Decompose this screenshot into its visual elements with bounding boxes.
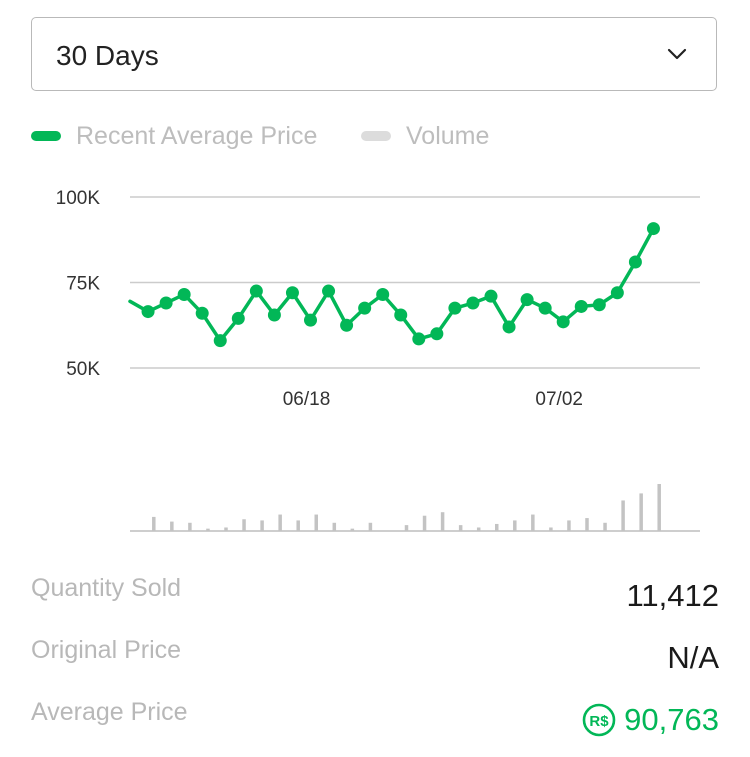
price-point — [177, 287, 191, 301]
volume-bar — [368, 522, 373, 531]
volume-bar — [296, 520, 300, 531]
price-point — [610, 286, 624, 300]
price-point — [231, 311, 245, 325]
quantity-sold-value: 11,412 — [626, 578, 719, 613]
time-range-dropdown[interactable]: 30 Days — [31, 17, 717, 91]
price-point — [448, 301, 462, 315]
x-tick-label: 06/18 — [283, 389, 331, 410]
price-point — [502, 320, 516, 334]
price-point — [646, 222, 660, 236]
legend-label-volume: Volume — [406, 122, 490, 150]
legend-item-volume[interactable]: Volume — [361, 120, 561, 152]
item-stats: Quantity Sold 11,412 Original Price N/A … — [31, 570, 719, 756]
volume-bar — [603, 522, 607, 531]
price-point — [195, 306, 209, 320]
quantity-sold-label: Quantity Sold — [31, 574, 182, 602]
y-tick-label: 75K — [66, 274, 100, 295]
average-price-value: 90,763 — [624, 702, 719, 737]
original-price-label: Original Price — [31, 636, 182, 664]
price-point — [358, 301, 372, 315]
volume-bar — [404, 525, 409, 531]
volume-bar — [476, 527, 481, 531]
price-point — [412, 332, 426, 346]
volume-bar — [621, 500, 625, 531]
price-point — [304, 313, 317, 327]
price-point — [628, 255, 642, 269]
y-tick-label: 100K — [56, 188, 101, 209]
price-volume-chart: 50K 75K 100K 06/18 07/02 — [56, 188, 700, 532]
volume-bar — [657, 484, 661, 531]
legend-item-price[interactable]: Recent Average Price — [31, 120, 331, 152]
legend-swatch-volume — [361, 131, 391, 141]
price-point — [340, 318, 354, 332]
volume-bar — [170, 521, 174, 531]
stat-quantity-sold: Quantity Sold 11,412 — [31, 570, 719, 632]
price-point — [592, 298, 606, 312]
price-point — [574, 299, 588, 313]
price-point — [141, 305, 155, 319]
original-price-value: N/A — [667, 640, 719, 675]
price-point — [394, 308, 408, 322]
volume-bar — [639, 493, 643, 531]
price-point — [213, 334, 227, 348]
price-line — [128, 226, 656, 343]
price-point — [520, 293, 534, 307]
stat-original-price: Original Price N/A — [31, 632, 719, 694]
volume-bar — [242, 519, 246, 531]
price-point — [322, 284, 336, 298]
price-point — [159, 296, 173, 310]
price-point — [376, 287, 390, 301]
robux-icon: R$ — [582, 703, 616, 737]
x-tick-label: 07/02 — [535, 389, 583, 410]
volume-bar — [332, 522, 337, 531]
volume-bar — [422, 515, 427, 531]
volume-bar — [314, 514, 318, 531]
price-point — [249, 284, 263, 298]
volume-bar — [260, 520, 264, 531]
chevron-down-icon — [667, 48, 687, 60]
volume-bar — [567, 520, 571, 531]
price-point — [466, 296, 480, 310]
volume-bar — [513, 520, 517, 531]
volume-bar — [350, 528, 355, 531]
legend-label-price: Recent Average Price — [76, 122, 318, 150]
volume-bar — [206, 528, 210, 531]
average-price-container: R$ 90,763 — [582, 702, 719, 738]
volume-bar — [531, 514, 535, 531]
volume-bar — [458, 525, 463, 531]
volume-bar — [440, 512, 445, 531]
y-tick-label: 50K — [66, 359, 100, 380]
price-point — [267, 308, 281, 322]
time-range-selected: 30 Days — [56, 40, 159, 71]
average-price-label: Average Price — [31, 698, 188, 726]
chart-legend: Recent Average Price Volume — [31, 120, 631, 152]
price-point — [430, 327, 444, 341]
legend-swatch-price — [31, 131, 61, 141]
price-point — [538, 301, 552, 315]
volume-bar — [549, 527, 553, 531]
svg-text:R$: R$ — [590, 713, 610, 730]
price-point — [285, 286, 299, 300]
price-point — [556, 315, 570, 329]
price-point — [484, 289, 498, 303]
volume-bar — [495, 523, 499, 531]
volume-bar — [152, 516, 156, 531]
volume-bar — [585, 518, 589, 531]
volume-bar — [278, 514, 282, 531]
volume-bar — [224, 527, 228, 531]
volume-bar — [188, 522, 192, 531]
stat-average-price: Average Price R$ 90,763 — [31, 694, 719, 756]
